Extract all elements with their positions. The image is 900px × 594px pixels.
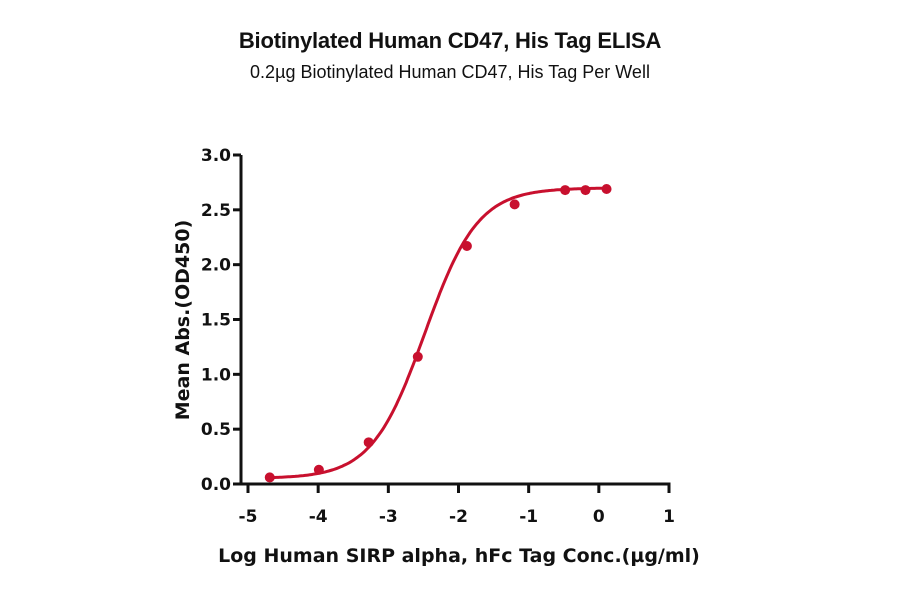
data-point — [580, 185, 591, 196]
y-tick-label: 0.5 — [201, 420, 231, 440]
chart-title: Biotinylated Human CD47, His Tag ELISA — [238, 28, 662, 53]
data-point — [412, 351, 423, 362]
fit-curve — [269, 186, 607, 480]
y-tick-label: 3.0 — [201, 146, 231, 166]
x-tick-label: 0 — [593, 507, 605, 527]
x-tick-label: -3 — [379, 507, 398, 527]
data-point — [509, 199, 520, 210]
y-tick-label: 2.0 — [201, 256, 231, 276]
y-tick-label: 1.5 — [201, 311, 231, 331]
data-point — [601, 183, 612, 194]
x-tick-label: -2 — [449, 507, 468, 527]
data-point — [461, 241, 472, 252]
y-axis: 0.0 0.5 1.0 1.5 2.0 2.5 3.0 — [201, 146, 243, 495]
data-point — [264, 472, 275, 483]
y-tick-label: 0.0 — [201, 475, 231, 495]
x-tick-label: -5 — [239, 507, 258, 527]
y-tick-label: 2.5 — [201, 201, 231, 221]
data-points — [264, 183, 612, 483]
chart-subtitle: 0.2µg Biotinylated Human CD47, His Tag P… — [250, 62, 650, 82]
y-axis-label: Mean Abs.(OD450) — [172, 220, 194, 421]
y-tick-label: 1.0 — [201, 365, 231, 385]
x-axis-label: Log Human SIRP alpha, hFc Tag Conc.(µg/m… — [218, 545, 700, 567]
data-point — [560, 185, 571, 196]
data-point — [363, 437, 374, 448]
data-point — [313, 464, 324, 475]
x-tick-label: -1 — [519, 507, 538, 527]
x-tick-label: -4 — [309, 507, 328, 527]
x-axis: -5 -4 -3 -2 -1 0 1 — [239, 482, 675, 527]
x-tick-label: 1 — [663, 507, 675, 527]
